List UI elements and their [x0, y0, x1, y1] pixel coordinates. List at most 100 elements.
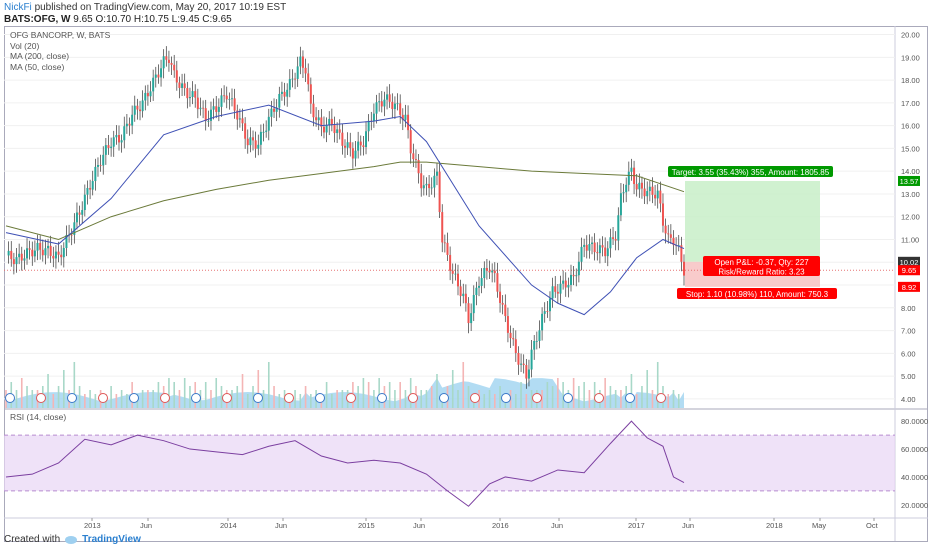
volume-bar: [630, 374, 633, 408]
candle-body: [149, 91, 152, 97]
event-marker-icon: [377, 393, 387, 403]
volume-bar: [126, 394, 128, 408]
author-link[interactable]: NickFi: [4, 2, 32, 13]
volume-bar: [173, 382, 175, 408]
volume-bar: [15, 390, 18, 408]
candle-body: [223, 95, 226, 97]
candle-body: [438, 171, 441, 213]
volume-bar: [94, 394, 97, 408]
candle-body: [128, 123, 131, 126]
candle-body: [294, 78, 297, 80]
candle-body: [362, 145, 365, 148]
ma200-line: [5, 161, 685, 241]
candle-body: [307, 73, 310, 85]
candle-body: [65, 235, 68, 249]
candle-body: [517, 352, 520, 365]
candle-body: [414, 159, 417, 160]
created-with: Created with: [4, 534, 61, 545]
price-tick-label: 11.00: [901, 235, 919, 244]
candle-body: [209, 109, 212, 121]
candle-body: [320, 117, 323, 127]
candle-body: [380, 101, 383, 107]
candle-body: [199, 107, 202, 110]
event-marker-icon: [129, 393, 139, 403]
tradingview-logo-icon: [65, 535, 78, 544]
volume-bar: [493, 394, 496, 408]
volume-bar: [562, 382, 564, 408]
event-marker-icon: [160, 393, 170, 403]
volume-bar: [262, 390, 265, 408]
open-pnl-label-text: Risk/Reward Ratio: 3.23: [718, 268, 805, 277]
candle-body: [580, 246, 583, 262]
candle-body: [228, 98, 231, 100]
volume-bar: [215, 378, 218, 408]
rsi-line: [5, 420, 685, 507]
candle-body: [640, 182, 643, 189]
price-tick-label: 4.00: [901, 395, 916, 404]
price-tick-label: 14.00: [901, 167, 920, 176]
price-tick-label: 8.00: [901, 304, 916, 313]
volume-bar: [646, 370, 649, 408]
event-marker-icon: [67, 393, 77, 403]
event-marker-icon: [36, 393, 46, 403]
candle-body: [606, 248, 609, 257]
candle-body: [375, 102, 378, 114]
symbol-label: BATS:OFG, W: [4, 14, 71, 25]
candle-body: [60, 254, 63, 258]
event-marker-icon: [284, 393, 294, 403]
volume-bar: [515, 394, 517, 408]
candle-body: [388, 94, 391, 102]
candle-body: [31, 249, 34, 257]
event-marker-icon: [501, 393, 511, 403]
volume-bar: [189, 386, 191, 408]
candle-body: [612, 237, 615, 239]
volume-bar: [677, 394, 680, 408]
candle-body: [409, 130, 412, 154]
volume-bar: [246, 394, 249, 408]
price-tick-label: 20.00: [901, 31, 920, 40]
candle-body: [328, 118, 331, 126]
candle-body: [386, 94, 389, 100]
volume-bar: [451, 370, 454, 408]
candle-body: [278, 93, 281, 108]
tradingview-brand[interactable]: TradingView: [82, 534, 141, 545]
candle-body: [548, 298, 551, 312]
entry-price-tag-text: 10.02: [900, 258, 919, 267]
stop-price-tag-bg: [898, 281, 920, 292]
candle-body: [617, 215, 620, 241]
candle-body: [267, 116, 270, 131]
volume-bar: [89, 390, 91, 408]
candle-body: [527, 369, 530, 379]
candle-body: [33, 250, 36, 257]
candle-body: [96, 164, 99, 167]
candle-body: [543, 311, 546, 314]
candle-body: [62, 248, 65, 258]
candle-body: [225, 95, 228, 100]
volume-bar: [394, 390, 396, 408]
stop-label-text: Stop: 1.10 (10.98%) 110, Amount: 750.3: [686, 290, 829, 299]
candle-body: [186, 88, 189, 99]
time-tick-label: 2017: [628, 521, 645, 530]
volume-bar: [220, 386, 223, 408]
candle-body: [231, 98, 233, 100]
candle-body: [283, 91, 286, 97]
volume-bar: [299, 394, 302, 408]
candle-body: [480, 278, 483, 286]
volume-bar: [635, 394, 638, 408]
candle-body: [454, 273, 457, 275]
candle-body: [107, 145, 110, 148]
candle-body: [472, 295, 475, 314]
candle-body: [651, 186, 654, 195]
candle-body: [470, 313, 473, 324]
candle-body: [354, 150, 357, 159]
candle-body: [336, 129, 339, 134]
candle-body: [141, 100, 144, 112]
rsi-tick-label: 40.0000: [901, 473, 928, 482]
candle-body: [280, 91, 283, 94]
candle-body: [367, 120, 370, 132]
candle-body: [351, 148, 354, 159]
volume-bar: [294, 390, 296, 408]
stop-price-tag-text: 8.92: [902, 283, 917, 292]
current-price-tag-bg: [898, 265, 920, 276]
